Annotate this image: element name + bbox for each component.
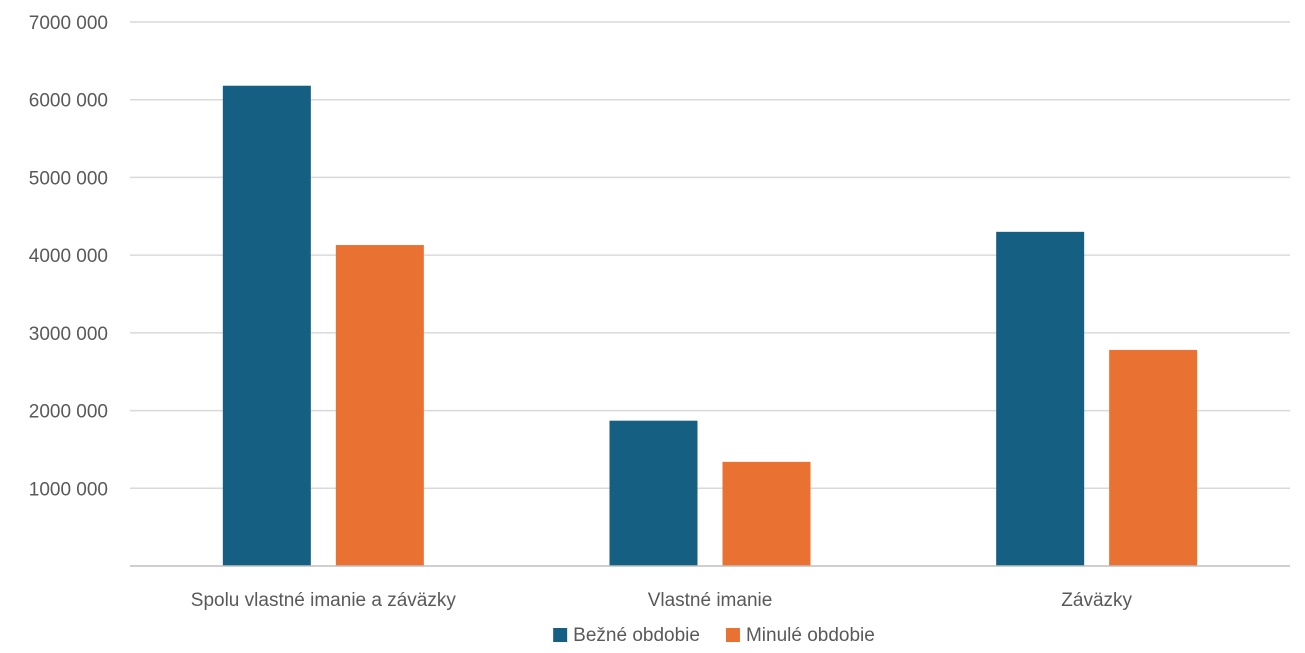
x-category-label: Záväzky	[1061, 590, 1132, 611]
bar-bezne-1	[609, 420, 698, 566]
legend-label: Minulé obdobie	[746, 625, 875, 646]
bar-bezne-0	[222, 85, 311, 567]
legend-label: Bežné obdobie	[573, 625, 700, 646]
bar-minule-1	[722, 461, 811, 566]
bar-minule-0	[335, 245, 424, 567]
y-tick-label: 4000 000	[29, 246, 108, 267]
y-axis-ticks: 1000 000 2000 000 3000 000 4000 000 5000 000…	[29, 13, 108, 500]
y-tick-label: 6000 000	[29, 91, 108, 112]
y-tick-label: 7000 000	[29, 13, 108, 34]
y-tick-label: 2000 000	[29, 402, 108, 423]
legend: Bežné obdobie Minulé obdobie	[553, 625, 875, 646]
y-tick-label: 1000 000	[29, 479, 108, 500]
bar-bezne-2	[996, 231, 1085, 567]
x-axis-categories: Spolu vlastné imanie a záväzky Vlastné im…	[191, 590, 1133, 611]
y-tick-label: 5000 000	[29, 168, 108, 189]
bar-minule-2	[1109, 349, 1198, 566]
gridlines	[130, 21, 1290, 490]
legend-swatch	[725, 628, 740, 642]
bars	[222, 85, 1198, 567]
legend-swatch	[553, 628, 568, 642]
x-category-label: Vlastné imanie	[648, 590, 773, 611]
x-category-label: Spolu vlastné imanie a záväzky	[191, 590, 457, 611]
y-tick-label: 3000 000	[29, 324, 108, 345]
